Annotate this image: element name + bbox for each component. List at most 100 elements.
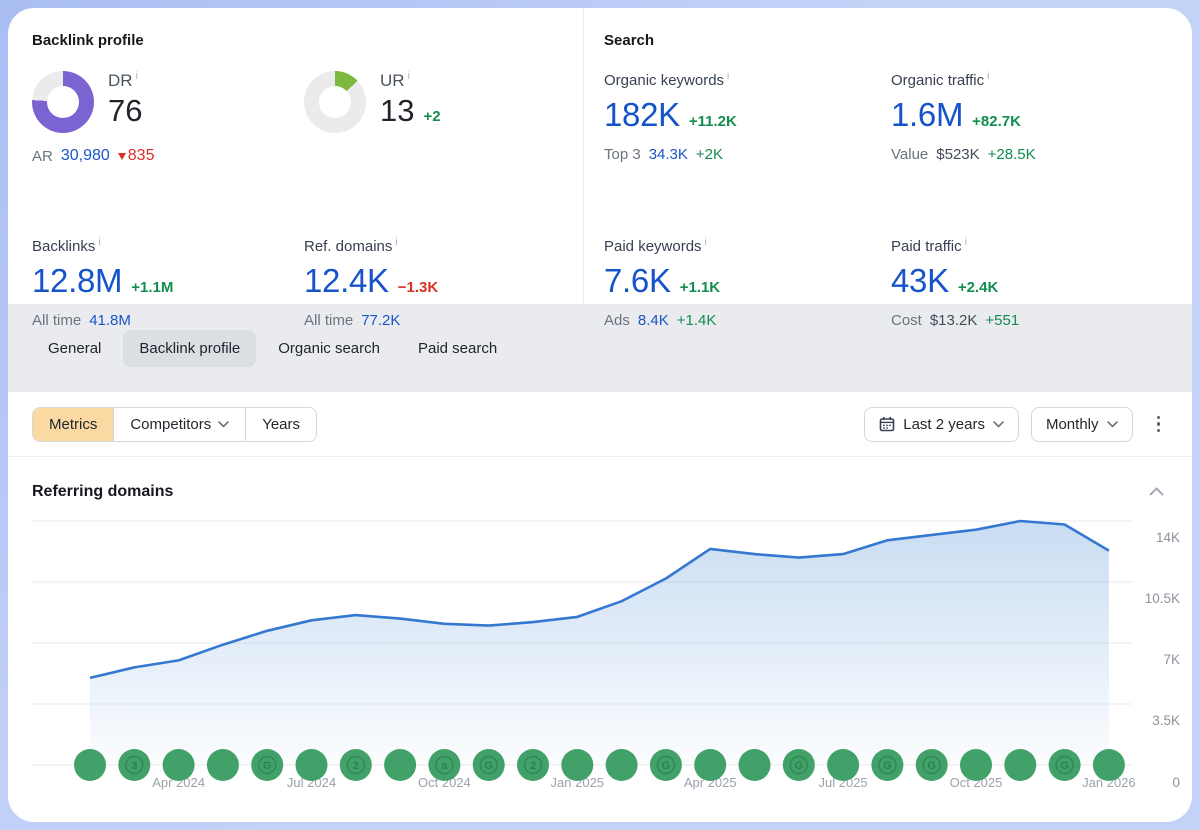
event-marker[interactable]: [782, 749, 815, 781]
event-marker[interactable]: [206, 749, 239, 781]
dr-value: 76: [108, 93, 143, 128]
organic-traffic-delta: +82.7K: [972, 113, 1021, 130]
event-marker-ring: [257, 755, 277, 775]
stats-section: Backlink profile DR i 76 AR: [8, 8, 1192, 329]
chart-toolbar: Metrics Competitors Years Last 2 years Mon…: [8, 392, 1192, 456]
event-marker[interactable]: [428, 749, 461, 781]
info-icon[interactable]: i: [135, 71, 138, 83]
info-icon[interactable]: i: [727, 71, 730, 82]
event-marker[interactable]: [295, 749, 328, 781]
tab-paid-search[interactable]: Paid search: [417, 339, 498, 357]
view-segmented-control: Metrics Competitors Years: [32, 406, 318, 442]
organic-keywords-value[interactable]: 182K: [604, 96, 680, 133]
cost-value: $13.2K: [929, 312, 978, 329]
event-marker-ring: [479, 755, 498, 775]
search-panel: Search Organic keywords i 182K +11.2K Top…: [583, 8, 1192, 329]
event-marker[interactable]: [162, 749, 195, 781]
y-axis-label: 7K: [1163, 652, 1180, 667]
event-marker[interactable]: [738, 749, 771, 781]
segment-years[interactable]: Years: [245, 407, 317, 441]
event-marker[interactable]: [1004, 749, 1037, 781]
event-marker-glyph: G: [263, 760, 272, 772]
event-marker-ring: [656, 755, 676, 775]
segment-metrics[interactable]: Metrics: [33, 407, 114, 441]
paid-keywords-value[interactable]: 7.6K: [604, 262, 671, 299]
chevron-down-icon: [993, 420, 1004, 428]
event-marker[interactable]: [339, 749, 372, 781]
info-icon[interactable]: i: [964, 237, 967, 248]
paid-traffic-value[interactable]: 43K: [891, 262, 949, 299]
event-marker[interactable]: [74, 749, 106, 781]
info-icon[interactable]: i: [395, 237, 398, 248]
info-icon[interactable]: i: [704, 237, 707, 248]
event-marker-ring: [922, 755, 941, 775]
ar-row: AR 30,980 835: [32, 147, 304, 165]
tab-general[interactable]: General: [48, 339, 102, 357]
tab-backlink-profile[interactable]: Backlink profile: [123, 329, 257, 367]
segment-competitors[interactable]: Competitors: [113, 407, 246, 441]
event-marker[interactable]: [1048, 749, 1081, 781]
event-marker[interactable]: [871, 749, 904, 781]
event-marker[interactable]: [517, 749, 549, 781]
event-marker[interactable]: [118, 749, 151, 781]
referring-domains-line[interactable]: [89, 519, 1110, 680]
event-marker-glyph: G: [1060, 760, 1069, 772]
event-marker-ring: [789, 755, 808, 775]
granularity-button[interactable]: Monthly: [1030, 406, 1133, 442]
ads-label: Ads: [604, 312, 630, 329]
event-marker[interactable]: [960, 749, 992, 781]
x-axis-label: Oct 2025: [950, 775, 1003, 790]
event-marker-glyph: G: [662, 760, 671, 772]
event-marker[interactable]: [561, 749, 594, 781]
organic-keywords-label: Organic keywords i: [604, 71, 730, 89]
ref-domains-label: Ref. domains i: [304, 237, 398, 255]
backlinks-value[interactable]: 12.8M: [32, 262, 123, 299]
backlinks-alltime-value[interactable]: 41.8M: [89, 312, 131, 329]
info-icon[interactable]: i: [98, 237, 101, 248]
event-marker[interactable]: [694, 749, 727, 781]
event-marker[interactable]: [472, 749, 505, 781]
event-marker-glyph: 3: [131, 760, 137, 772]
tabs: General Backlink profile Organic search Pai…: [8, 304, 1192, 392]
event-marker[interactable]: [384, 749, 417, 781]
segment-label: Years: [262, 415, 301, 433]
organic-traffic-stat: Organic traffic i 1.6M +82.7K Value $523K +…: [891, 71, 1192, 237]
organic-traffic-label: Organic traffic i: [891, 71, 990, 89]
collapse-section-button[interactable]: [1145, 479, 1168, 505]
ur-delta: +2: [423, 108, 441, 125]
chevron-down-icon: [1106, 420, 1118, 428]
segment-label: Metrics: [49, 415, 98, 433]
event-marker[interactable]: [649, 749, 682, 781]
paid-traffic-delta: +2.4K: [957, 279, 999, 296]
referring-domains-chart[interactable]: Apr 2024 Jul 2024 Oct 2024 Jan 2025 Apr 2025…: [32, 511, 1184, 811]
paid-traffic-label: Paid traffic i: [891, 237, 967, 255]
ads-value[interactable]: 8.4K: [637, 312, 669, 329]
event-marker[interactable]: [915, 749, 948, 781]
y-axis-label: 14K: [1156, 530, 1180, 545]
date-range-button[interactable]: Last 2 years: [864, 406, 1019, 442]
event-marker-ring: [435, 755, 454, 775]
ref-domains-value[interactable]: 12.4K: [304, 262, 389, 299]
x-axis-label: Jan 2025: [551, 775, 605, 790]
ar-delta: 835: [117, 147, 154, 165]
dr-block: DR i 76 AR 30,980 835: [32, 71, 304, 237]
event-marker[interactable]: [1092, 749, 1125, 781]
event-marker[interactable]: [251, 749, 284, 781]
backlinks-label: Backlinks i: [32, 237, 101, 255]
ref-domains-alltime-value[interactable]: 77.2K: [361, 312, 401, 329]
chevron-down-icon: [218, 420, 230, 428]
event-marker[interactable]: [827, 749, 860, 781]
event-marker[interactable]: [605, 749, 638, 781]
traffic-value: $523K: [936, 146, 980, 163]
organic-traffic-value[interactable]: 1.6M: [891, 96, 964, 133]
tab-organic-search[interactable]: Organic search: [278, 339, 380, 357]
info-icon[interactable]: i: [407, 71, 410, 83]
calendar-icon: [879, 417, 895, 432]
info-icon[interactable]: i: [987, 71, 990, 82]
more-options-button[interactable]: [1149, 410, 1169, 439]
top3-value[interactable]: 34.3K: [648, 146, 688, 163]
ar-value[interactable]: 30,980: [60, 147, 110, 164]
backlink-profile-panel: Backlink profile DR i 76 AR: [8, 8, 583, 329]
ur-donut-gauge: [304, 71, 366, 133]
event-marker-glyph: G: [484, 760, 493, 772]
